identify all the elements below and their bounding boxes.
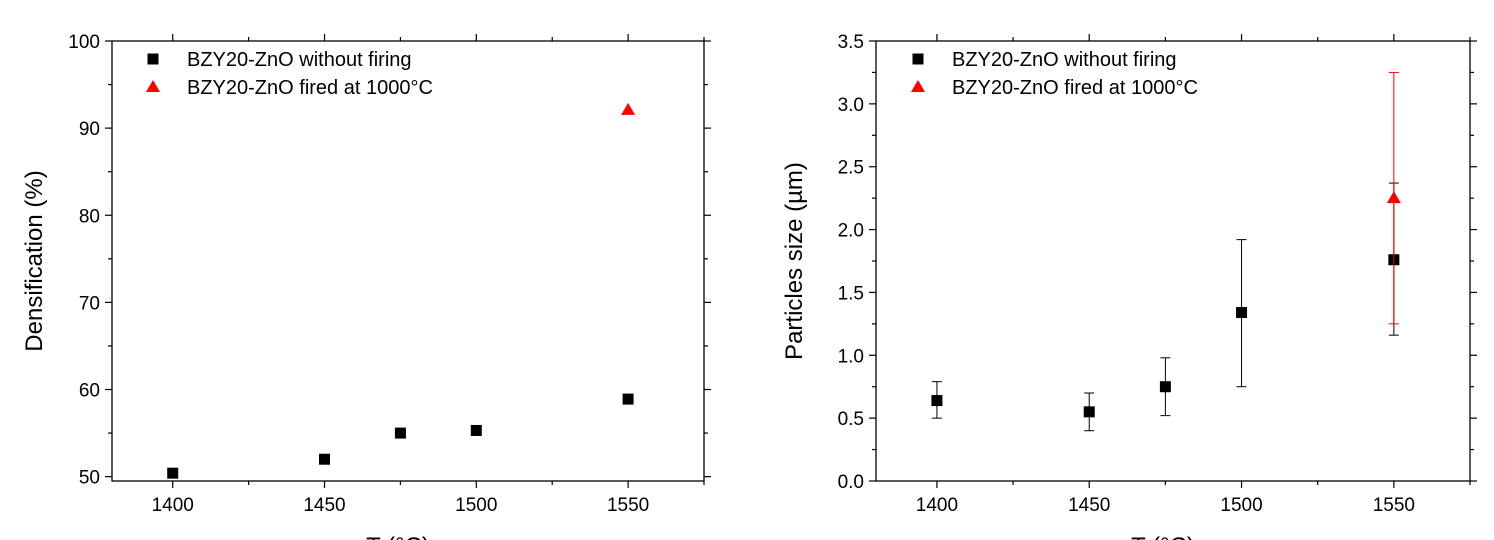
y-tick-label: 0.5 [838, 409, 864, 430]
data-point-square [622, 393, 634, 405]
data-point-square [167, 467, 179, 479]
y-tick-label: 3.5 [838, 32, 864, 53]
data-point-square [1159, 381, 1171, 393]
legend-label: BZY20-ZnO without firing [952, 49, 1177, 71]
data-point-square [931, 395, 943, 407]
plot-frame [111, 40, 705, 482]
x-tick-label: 1500 [1220, 495, 1262, 516]
x-tick-label: 1450 [303, 495, 345, 516]
data-point-square [912, 53, 924, 65]
y-tick-label: 70 [79, 293, 100, 314]
data-point-square [470, 424, 482, 436]
y-tick-label: 90 [79, 119, 100, 140]
x-axis-title: T (°C) [366, 533, 430, 540]
y-tick-label: 0.0 [838, 472, 864, 493]
data-point-square [1236, 307, 1248, 319]
data-point-square [394, 427, 406, 439]
x-axis-title: T (°C) [1131, 533, 1195, 540]
legend-label: BZY20-ZnO fired at 1000°C [187, 77, 433, 99]
legend-label: BZY20-ZnO fired at 1000°C [952, 77, 1198, 99]
data-point-triangle [1386, 191, 1401, 204]
x-tick-label: 1400 [152, 495, 194, 516]
y-tick-label: 1.5 [838, 283, 864, 304]
y-tick-label: 3.0 [838, 95, 864, 116]
y-tick-label: 50 [79, 468, 100, 489]
y-tick-label: 100 [68, 32, 100, 53]
y-tick-label: 1.0 [838, 346, 864, 367]
y-tick-label: 2.5 [838, 158, 864, 179]
x-tick-label: 1450 [1068, 495, 1110, 516]
legend-label: BZY20-ZnO without firing [187, 49, 412, 71]
x-tick-label: 1500 [455, 495, 497, 516]
y-axis-title: Particles size (µm) [781, 162, 808, 360]
x-tick-label: 1400 [916, 495, 958, 516]
data-point-square [319, 453, 331, 465]
data-point-triangle [146, 80, 160, 92]
x-tick-label: 1550 [1373, 495, 1415, 516]
y-tick-label: 80 [79, 206, 100, 227]
data-point-square [1083, 406, 1095, 418]
plot-frame [875, 40, 1471, 482]
y-axis-title: Densification (%) [21, 170, 48, 351]
particle-size-chart: 1400 1450 1500 1550 0.0 0.5 1.0 1.5 2.0 2.5 3.0 3.5… [781, 32, 1477, 540]
x-tick-label: 1550 [607, 495, 649, 516]
data-point-square [147, 53, 159, 65]
y-tick-label: 2.0 [838, 221, 864, 242]
data-point-triangle [621, 102, 636, 115]
densification-chart: 1400 1450 1500 1550 50 60 70 80 90 100 Densificati… [21, 32, 711, 540]
y-tick-label: 60 [79, 381, 100, 402]
data-point-triangle [911, 80, 925, 92]
